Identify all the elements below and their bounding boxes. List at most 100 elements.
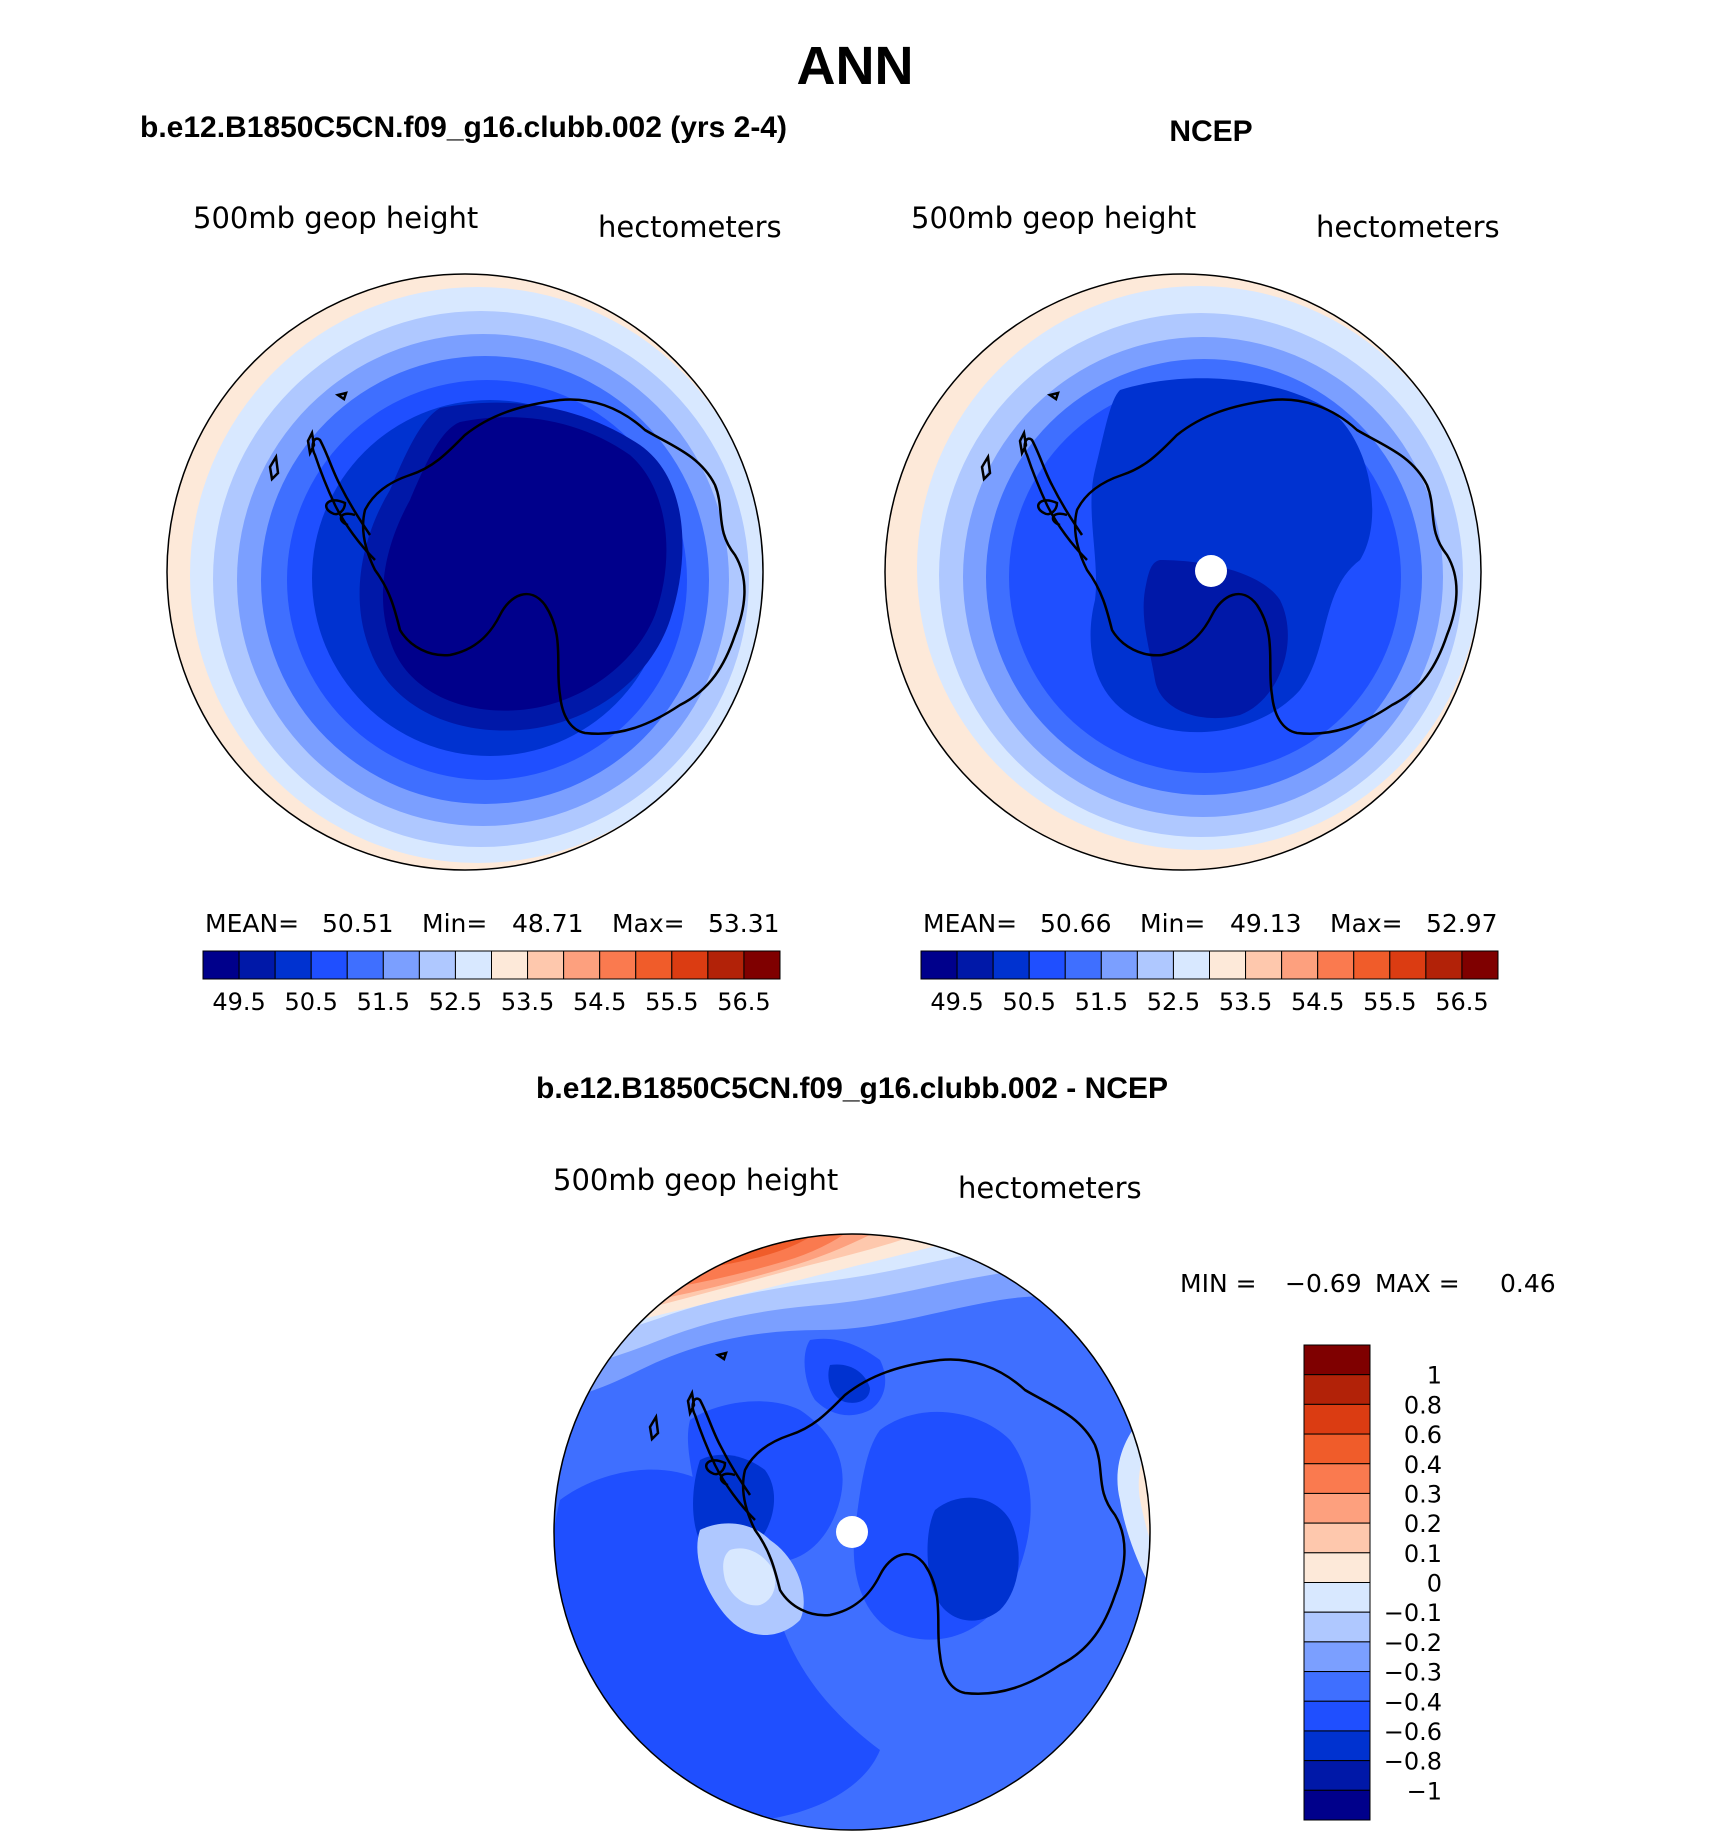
colorbar-swatch-model bbox=[527, 950, 565, 980]
colorbar-swatch-diff bbox=[1303, 1433, 1371, 1465]
contour-band bbox=[927, 1497, 1019, 1621]
max-value-model: 53.31 bbox=[708, 909, 780, 938]
max-value-ncep: 52.97 bbox=[1426, 909, 1498, 938]
colorbar-tick-label-model: 54.5 bbox=[573, 988, 626, 1016]
colorbar-tick-label-diff: 0.3 bbox=[1404, 1480, 1442, 1508]
colorbar-swatch-diff bbox=[1303, 1641, 1371, 1673]
polar-map-ncep bbox=[885, 274, 1481, 870]
colorbar-swatch-model bbox=[418, 950, 456, 980]
contour-band bbox=[723, 1548, 776, 1606]
colorbar-tick-label-model: 52.5 bbox=[429, 988, 482, 1016]
colorbar-swatch-ncep bbox=[1425, 950, 1463, 980]
colorbar-tick-label-ncep: 55.5 bbox=[1363, 988, 1416, 1016]
colorbar-tick-label-ncep: 56.5 bbox=[1435, 988, 1488, 1016]
colorbar-swatch-diff bbox=[1303, 1789, 1371, 1821]
colorbar-swatch-ncep bbox=[1281, 950, 1319, 980]
colorbar-swatch-model bbox=[671, 950, 709, 980]
colorbar-swatch-diff bbox=[1303, 1463, 1371, 1494]
colorbar-tick-label-model: 49.5 bbox=[212, 988, 265, 1016]
colorbar-swatch-ncep bbox=[1100, 950, 1138, 980]
colorbar-tick-label-diff: −1 bbox=[1407, 1777, 1442, 1805]
min-label-diff: MIN = bbox=[1180, 1269, 1257, 1298]
colorbar-swatch-model bbox=[202, 950, 240, 980]
colorbar-tick-label-diff: −0.4 bbox=[1384, 1688, 1442, 1716]
colorbar-swatch-model bbox=[563, 950, 601, 980]
colorbar-swatch-ncep bbox=[992, 950, 1030, 980]
contour-band bbox=[382, 417, 667, 711]
panel-title-diff: b.e12.B1850C5CN.f09_g16.clubb.002 - NCEP bbox=[536, 1072, 1168, 1105]
max-label-diff: MAX = bbox=[1375, 1269, 1460, 1298]
max-label-model: Max= bbox=[612, 909, 685, 938]
colorbar-swatch-model bbox=[635, 950, 673, 980]
colorbar-swatch-diff bbox=[1303, 1403, 1371, 1435]
max-label-ncep: Max= bbox=[1330, 909, 1403, 938]
colorbar-tick-label-diff: 0 bbox=[1427, 1570, 1442, 1598]
colorbar-ncep: 49.5 50.5 51.5 52.5 53.5 54.5 55.5 56.5 bbox=[920, 950, 1499, 1016]
units-label-diff: hectometers bbox=[958, 1171, 1142, 1205]
min-label-ncep: Min= bbox=[1140, 909, 1205, 938]
colorbar-swatch-model bbox=[310, 950, 348, 980]
contour-band bbox=[828, 1364, 870, 1403]
panel-title-ncep: NCEP bbox=[1169, 115, 1252, 148]
colorbar-tick-label-diff: −0.8 bbox=[1384, 1748, 1442, 1776]
colorbar-swatch-diff bbox=[1303, 1730, 1371, 1762]
variable-label-ncep: 500mb geop height bbox=[911, 201, 1196, 235]
colorbar-tick-label-ncep: 49.5 bbox=[930, 988, 983, 1016]
colorbar-tick-label-model: 50.5 bbox=[284, 988, 337, 1016]
colorbar-tick-label-diff: −0.1 bbox=[1384, 1599, 1442, 1627]
polar-map-diff bbox=[554, 1234, 1150, 1830]
colorbar-swatch-diff bbox=[1303, 1582, 1371, 1613]
variable-label-model: 500mb geop height bbox=[193, 201, 478, 235]
colorbar-model: 49.5 50.5 51.5 52.5 53.5 54.5 55.5 56.5 bbox=[202, 950, 781, 1016]
variable-label-diff: 500mb geop height bbox=[553, 1163, 838, 1197]
polar-map-model bbox=[167, 274, 763, 870]
colorbar-tick-label-diff: −0.6 bbox=[1384, 1718, 1442, 1746]
colorbar-swatch-model bbox=[274, 950, 312, 980]
colorbar-diff: 10.80.60.40.30.20.10−0.1−0.2−0.3−0.4−0.6… bbox=[1303, 1344, 1442, 1821]
colorbar-swatch-model bbox=[743, 950, 781, 980]
colorbar-swatch-ncep bbox=[1317, 950, 1355, 980]
colorbar-swatch-diff bbox=[1303, 1492, 1371, 1524]
colorbar-tick-label-diff: 0.6 bbox=[1404, 1421, 1442, 1449]
max-value-diff: 0.46 bbox=[1500, 1269, 1556, 1298]
colorbar-swatch-diff bbox=[1303, 1700, 1371, 1732]
colorbar-swatch-diff bbox=[1303, 1522, 1371, 1554]
colorbar-swatch-ncep bbox=[1136, 950, 1174, 980]
colorbar-swatch-model bbox=[454, 950, 492, 980]
units-label-model: hectometers bbox=[598, 210, 782, 244]
map-border-model bbox=[166, 273, 764, 871]
colorbar-tick-label-ncep: 53.5 bbox=[1219, 988, 1272, 1016]
colorbar-tick-label-diff: −0.2 bbox=[1384, 1629, 1442, 1657]
colorbar-tick-label-ncep: 54.5 bbox=[1291, 988, 1344, 1016]
colorbar-swatch-model bbox=[382, 950, 420, 980]
colorbar-tick-label-ncep: 51.5 bbox=[1075, 988, 1128, 1016]
colorbar-tick-label-diff: 0.1 bbox=[1404, 1540, 1442, 1568]
colorbar-swatch-diff bbox=[1303, 1344, 1371, 1376]
colorbar-swatch-ncep bbox=[1209, 950, 1247, 980]
min-label-model: Min= bbox=[422, 909, 487, 938]
pole-missing-data bbox=[836, 1516, 868, 1548]
colorbar-tick-label-diff: 1 bbox=[1427, 1362, 1442, 1390]
colorbar-swatch-model bbox=[707, 950, 745, 980]
min-value-ncep: 49.13 bbox=[1230, 909, 1302, 938]
colorbar-swatch-model bbox=[238, 950, 276, 980]
colorbar-swatch-diff bbox=[1303, 1760, 1371, 1791]
main-title: ANN bbox=[797, 36, 914, 96]
colorbar-tick-label-ncep: 50.5 bbox=[1002, 988, 1055, 1016]
colorbar-tick-label-ncep: 52.5 bbox=[1147, 988, 1200, 1016]
colorbar-swatch-ncep bbox=[956, 950, 994, 980]
map-border-diff bbox=[553, 1233, 1151, 1831]
map-border-ncep bbox=[884, 273, 1482, 871]
pole-missing-data bbox=[1195, 555, 1227, 587]
colorbar-tick-label-diff: 0.2 bbox=[1404, 1510, 1442, 1538]
colorbar-swatch-ncep bbox=[1461, 950, 1499, 980]
colorbar-swatch-ncep bbox=[1353, 950, 1391, 980]
min-value-model: 48.71 bbox=[512, 909, 584, 938]
colorbar-swatch-diff bbox=[1303, 1374, 1371, 1405]
colorbar-tick-label-diff: −0.3 bbox=[1384, 1659, 1442, 1687]
colorbar-tick-label-model: 51.5 bbox=[357, 988, 410, 1016]
colorbar-swatch-model bbox=[346, 950, 384, 980]
mean-value-model: 50.51 bbox=[322, 909, 394, 938]
colorbar-swatch-ncep bbox=[920, 950, 958, 980]
colorbar-swatch-ncep bbox=[1172, 950, 1210, 980]
